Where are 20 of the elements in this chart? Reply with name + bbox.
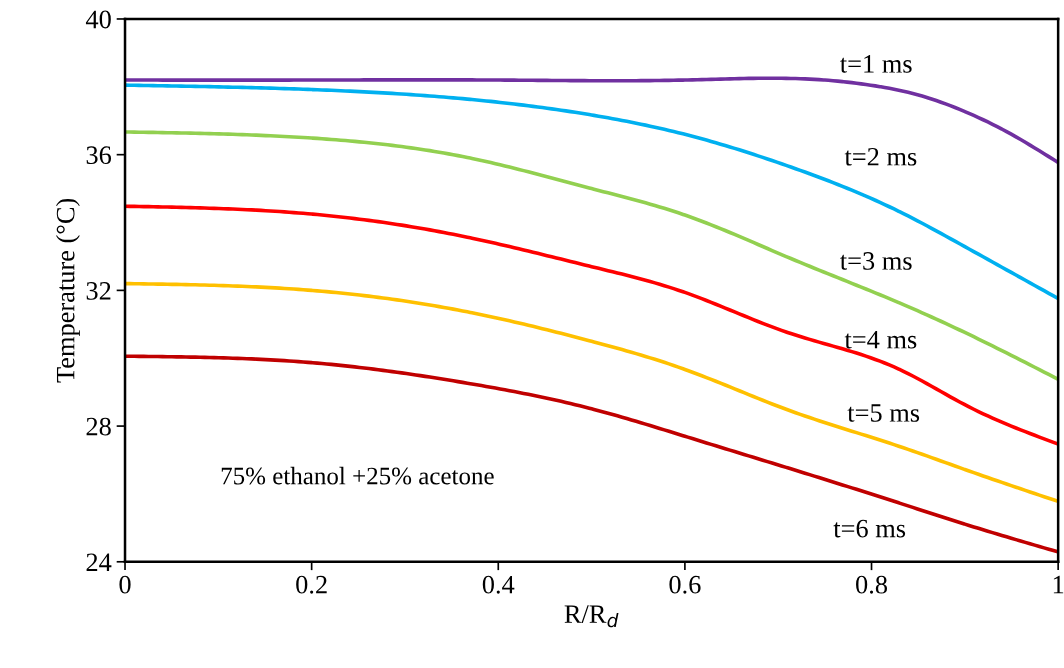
y-tick-label: 28 — [86, 417, 111, 436]
y-tick-label: 24 — [86, 553, 112, 571]
series-label: t=2 ms — [844, 147, 917, 166]
x-tick-label: 0 — [119, 575, 131, 594]
x-axis-title: R/R$_{d}$ — [564, 605, 619, 628]
series-label: t=6 ms — [833, 519, 906, 538]
x-tick-label: 0.8 — [856, 575, 888, 594]
series-label: t=1 ms — [840, 55, 912, 73]
y-tick-label: 32 — [86, 282, 111, 300]
y-tick-label: 36 — [86, 146, 112, 165]
x-tick-label: 0.2 — [296, 575, 327, 594]
y-axis-title: Temperature (°C) — [55, 198, 80, 383]
x-tick-label: 0.6 — [669, 575, 701, 594]
y-tick-label: 40 — [85, 10, 111, 29]
x-tick-label: 1 — [1053, 575, 1064, 594]
x-tick-label: 0.4 — [482, 575, 515, 594]
annotation: 75% ethanol +25% acetone — [221, 466, 494, 485]
series-label: t=4 ms — [844, 330, 917, 349]
series-label: t=3 ms — [840, 252, 912, 270]
series-label: t=5 ms — [847, 404, 920, 422]
